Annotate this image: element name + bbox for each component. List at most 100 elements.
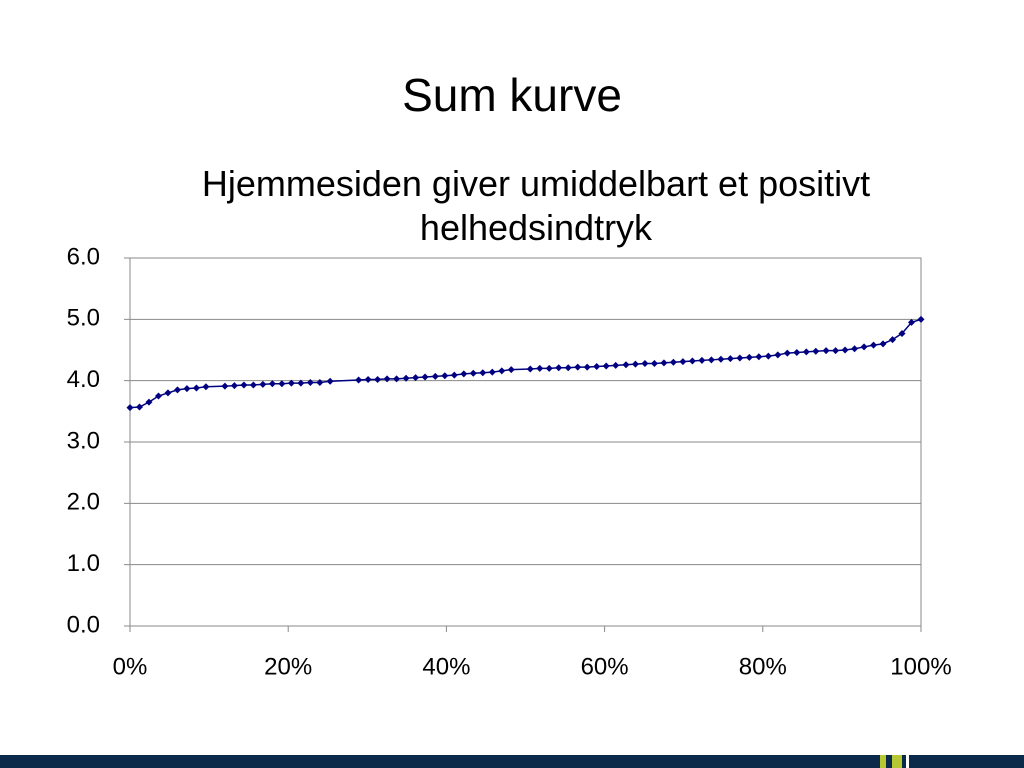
data-point <box>564 364 572 372</box>
data-point <box>841 346 849 354</box>
data-point <box>135 403 143 411</box>
slide-title: Sum kurve <box>402 69 622 121</box>
data-point <box>488 368 496 376</box>
data-point <box>460 370 468 378</box>
data-point <box>145 398 153 406</box>
data-point <box>249 381 257 389</box>
data-point <box>641 359 649 367</box>
data-point <box>870 341 878 349</box>
footer-accent <box>906 755 909 768</box>
data-point <box>306 379 314 387</box>
data-point <box>431 372 439 380</box>
data-point <box>154 392 162 400</box>
data-point <box>316 379 324 387</box>
data-point <box>374 375 382 383</box>
data-point <box>745 353 753 361</box>
data-point <box>526 365 534 373</box>
data-point <box>192 384 200 392</box>
data-point <box>679 358 687 366</box>
data-point <box>326 377 334 385</box>
data-point <box>383 375 391 383</box>
data-point <box>536 364 544 372</box>
data-point <box>230 382 238 390</box>
data-point <box>469 369 477 377</box>
data-point <box>917 315 925 323</box>
data-point <box>364 375 372 383</box>
chart-title: Hjemmesiden giver umiddelbart et positiv… <box>201 163 871 248</box>
series-line <box>129 318 922 409</box>
data-point <box>126 404 134 412</box>
data-point <box>402 374 410 382</box>
data-point <box>774 351 782 359</box>
data-point <box>507 366 515 374</box>
data-point <box>498 367 506 375</box>
footer-accent <box>880 755 886 768</box>
data-point <box>602 362 610 370</box>
data-point <box>574 363 582 371</box>
y-tick-label: 5.0 <box>67 305 100 332</box>
data-point <box>822 347 830 355</box>
data-point <box>812 347 820 355</box>
data-point <box>783 349 791 357</box>
y-tick-label: 3.0 <box>67 427 100 454</box>
footer-accent <box>892 755 902 768</box>
data-point <box>660 359 668 367</box>
data-point <box>622 361 630 369</box>
y-tick-label: 6.0 <box>67 243 100 270</box>
data-point <box>764 352 772 360</box>
data-point <box>297 379 305 387</box>
data-point <box>259 380 267 388</box>
data-point <box>268 380 276 388</box>
data-point <box>698 356 706 364</box>
data-point <box>412 374 420 382</box>
data-point <box>421 373 429 381</box>
data-point <box>879 340 887 348</box>
data-point <box>793 348 801 356</box>
data-point <box>717 355 725 363</box>
x-tick-label: 100% <box>890 653 951 680</box>
data-point <box>688 357 696 365</box>
data-point <box>889 336 897 344</box>
data-point <box>851 345 859 353</box>
y-tick-label: 4.0 <box>67 366 100 393</box>
data-point <box>202 383 210 391</box>
data-point <box>183 385 191 393</box>
data-point <box>908 318 916 326</box>
data-point <box>355 376 363 384</box>
data-point <box>164 389 172 397</box>
data-point <box>593 363 601 371</box>
data-point <box>278 380 286 388</box>
data-point <box>860 343 868 351</box>
data-point <box>755 353 763 361</box>
y-tick-label: 0.0 <box>67 611 100 638</box>
data-point <box>555 364 563 372</box>
data-point <box>726 355 734 363</box>
data-point <box>612 361 620 369</box>
data-point <box>631 360 639 368</box>
data-point <box>221 382 229 390</box>
footer-bar <box>0 755 1024 768</box>
x-tick-label: 60% <box>581 653 629 680</box>
x-tick-label: 20% <box>264 653 312 680</box>
data-point <box>650 359 658 367</box>
data-point <box>450 371 458 379</box>
data-point <box>832 347 840 355</box>
data-point <box>479 369 487 377</box>
x-tick-label: 0% <box>113 653 148 680</box>
y-tick-label: 1.0 <box>67 550 100 577</box>
x-tick-label: 40% <box>422 653 470 680</box>
data-point <box>898 329 906 337</box>
y-tick-label: 2.0 <box>67 489 100 516</box>
data-point <box>669 358 677 366</box>
data-point <box>393 375 401 383</box>
data-point <box>441 372 449 380</box>
x-tick-label: 80% <box>739 653 787 680</box>
data-point <box>802 348 810 356</box>
data-point <box>707 356 715 364</box>
data-point <box>173 386 181 394</box>
data-point <box>240 381 248 389</box>
data-point <box>736 354 744 362</box>
data-point <box>287 379 295 387</box>
